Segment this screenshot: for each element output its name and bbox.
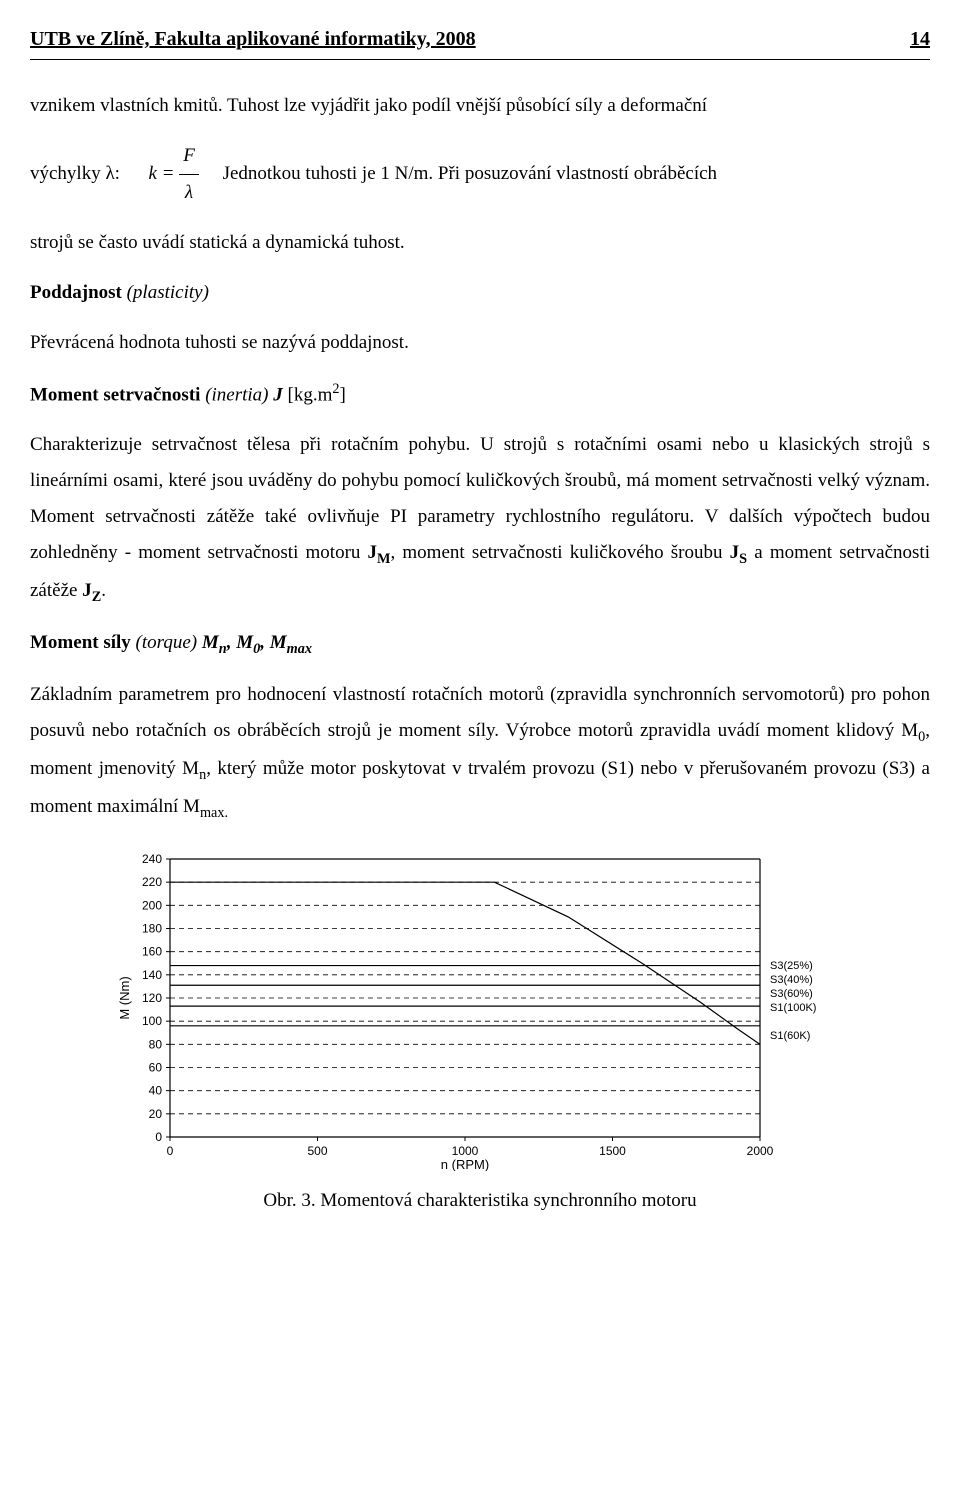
svg-text:2000: 2000: [747, 1144, 774, 1158]
text: J: [273, 384, 283, 405]
text: J: [368, 542, 378, 563]
heading-torque: Moment síly (torque) Mn, M0, Mmax: [30, 625, 930, 663]
fraction: F λ: [179, 138, 199, 211]
svg-text:1500: 1500: [599, 1144, 626, 1158]
fraction-numerator: F: [179, 138, 199, 175]
paragraph-torque: Základním parametrem pro hodnocení vlast…: [30, 677, 930, 827]
svg-text:S3(60%): S3(60%): [770, 988, 813, 1000]
text: výchylky λ:: [30, 163, 120, 184]
text: J: [730, 542, 740, 563]
text: n: [219, 641, 227, 657]
header-left: UTB ve Zlíně, Fakulta aplikované informa…: [30, 20, 476, 58]
paragraph-tuhost-1: vznikem vlastních kmitů. Tuhost lze vyjá…: [30, 88, 930, 124]
svg-text:220: 220: [142, 875, 162, 889]
svg-text:100: 100: [142, 1014, 162, 1028]
figure-caption: Obr. 3. Momentová charakteristika synchr…: [30, 1183, 930, 1219]
text: J: [82, 580, 92, 601]
header-page-number: 14: [910, 20, 930, 58]
text: Poddajnost: [30, 282, 122, 303]
text: M: [377, 551, 390, 567]
text: ]: [340, 384, 346, 405]
svg-text:140: 140: [142, 967, 162, 981]
text: Moment síly: [30, 632, 131, 653]
torque-chart: 0 20 40 60 80 100 120 140 160 180 200 220 240 0 500 100…: [30, 851, 930, 1171]
svg-text:M (Nm): M (Nm): [117, 976, 132, 1019]
text: (inertia): [200, 384, 273, 405]
paragraph-tuhost-3: strojů se často uvádí statická a dynamic…: [30, 225, 930, 261]
svg-text:1000: 1000: [452, 1144, 479, 1158]
svg-text:80: 80: [149, 1037, 163, 1051]
text: M: [202, 632, 219, 653]
text: M: [270, 632, 287, 653]
svg-text:0: 0: [155, 1130, 162, 1144]
text: , moment setrvačnosti kuličkového šroubu: [391, 542, 730, 563]
svg-text:200: 200: [142, 898, 162, 912]
svg-text:240: 240: [142, 852, 162, 866]
text: (torque): [131, 632, 202, 653]
heading-plasticity: Poddajnost (plasticity): [30, 275, 930, 311]
svg-text:0: 0: [167, 1144, 174, 1158]
text: 2: [332, 381, 339, 397]
paragraph-plasticity: Převrácená hodnota tuhosti se nazývá pod…: [30, 325, 930, 361]
svg-text:180: 180: [142, 921, 162, 935]
text: M: [236, 632, 253, 653]
svg-text:S3(25%): S3(25%): [770, 960, 813, 972]
formula-k: k =: [148, 163, 174, 184]
text: S: [739, 551, 747, 567]
page-header: UTB ve Zlíně, Fakulta aplikované informa…: [30, 20, 930, 60]
text: (plasticity): [122, 282, 209, 303]
svg-text:S3(40%): S3(40%): [770, 974, 813, 986]
svg-text:S1(60K): S1(60K): [770, 1030, 810, 1042]
svg-text:120: 120: [142, 991, 162, 1005]
svg-text:500: 500: [307, 1144, 327, 1158]
svg-text:20: 20: [149, 1106, 163, 1120]
text: max: [287, 641, 312, 657]
text: ,: [227, 632, 237, 653]
torque-chart-svg: 0 20 40 60 80 100 120 140 160 180 200 220 240 0 500 100…: [115, 851, 845, 1171]
text: Základním parametrem pro hodnocení vlast…: [30, 684, 930, 741]
text: ,: [260, 632, 270, 653]
formula-tuhost: k = F λ: [148, 138, 198, 211]
heading-inertia: Moment setrvačnosti (inertia) J [kg.m2]: [30, 376, 930, 413]
text: .: [101, 580, 106, 601]
text: max.: [200, 804, 228, 820]
svg-text:n (RPM): n (RPM): [441, 1157, 489, 1171]
fraction-denominator: λ: [179, 175, 199, 211]
paragraph-tuhost-2: výchylky λ: k = F λ Jednotkou tuhosti je…: [30, 138, 930, 211]
text: Jednotkou tuhosti je 1 N/m. Při posuzová…: [223, 163, 717, 184]
text: [kg.m: [283, 384, 333, 405]
svg-text:60: 60: [149, 1060, 163, 1074]
paragraph-inertia: Charakterizuje setrvačnost tělesa při ro…: [30, 427, 930, 611]
svg-text:160: 160: [142, 944, 162, 958]
text: Z: [92, 589, 102, 605]
text: Moment setrvačnosti: [30, 384, 200, 405]
svg-text:40: 40: [149, 1083, 163, 1097]
svg-text:S1(100K): S1(100K): [770, 1002, 816, 1014]
